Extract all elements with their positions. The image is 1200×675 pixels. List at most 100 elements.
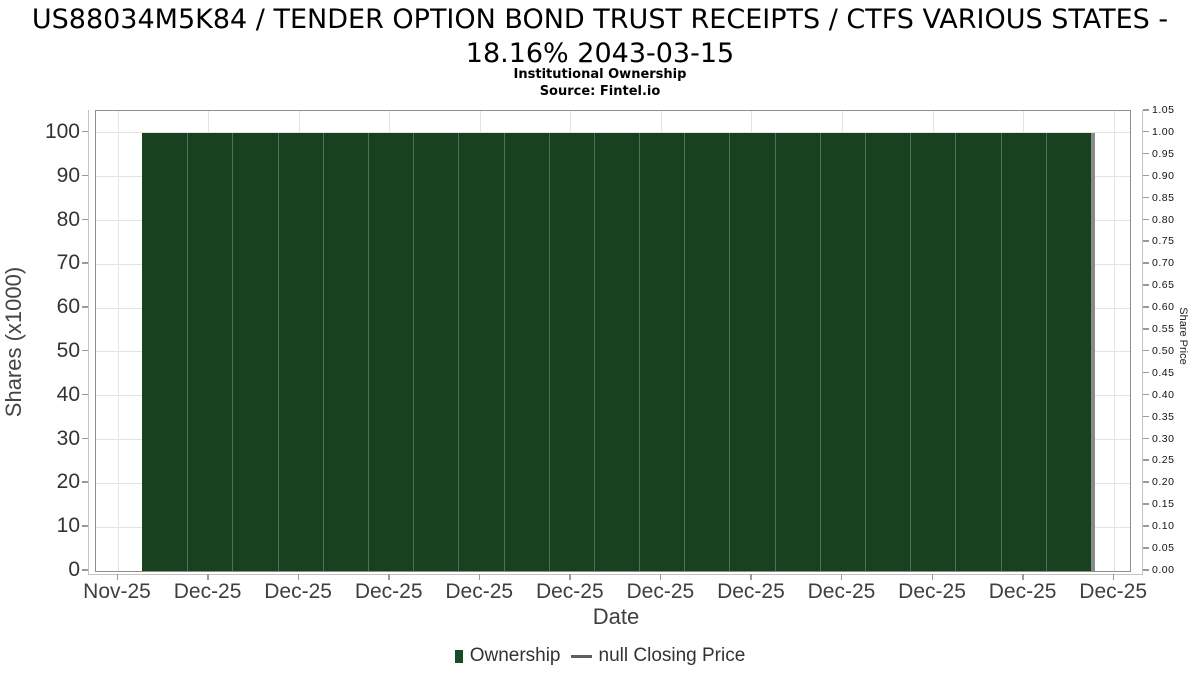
y-right-tick-mark xyxy=(1143,371,1149,374)
y-right-tick-label: 0.40 xyxy=(1152,388,1175,401)
y-left-tick-mark xyxy=(82,262,88,264)
x-tick-label: Dec-25 xyxy=(717,580,785,603)
plot-area xyxy=(95,110,1131,572)
x-tick-mark xyxy=(931,574,934,580)
y-right-tick-label: 0.55 xyxy=(1152,323,1175,336)
y-left-tick-mark xyxy=(82,174,88,177)
y-right-tick-mark xyxy=(1143,481,1149,483)
y-left-tick-mark xyxy=(82,437,88,440)
x-tick-label: Dec-25 xyxy=(445,580,514,603)
x-tick-mark xyxy=(116,574,119,580)
y-right-tick-mark xyxy=(1143,152,1149,155)
y-left-tick-label: 100 xyxy=(44,119,80,143)
y-right-tick-mark xyxy=(1143,525,1149,527)
bar-separator xyxy=(955,132,957,571)
y-right-tick-mark xyxy=(1143,547,1149,549)
y-right-tick-label: 0.65 xyxy=(1152,279,1175,292)
y-right-tick-label: 0.70 xyxy=(1152,257,1175,270)
x-tick-mark xyxy=(1112,574,1115,580)
bar-separator xyxy=(458,132,460,571)
bar-separator xyxy=(1045,132,1047,571)
y-left-tick-mark xyxy=(82,349,88,352)
legend-square-icon xyxy=(454,649,463,663)
bar-separator xyxy=(232,132,234,571)
y-right-tick-label: 0.45 xyxy=(1152,366,1175,379)
x-tick-mark xyxy=(207,574,209,580)
x-tick-mark xyxy=(1022,574,1024,580)
y-right-tick-label: 0.25 xyxy=(1152,454,1175,467)
bar-separator xyxy=(277,132,279,571)
y-right-tick-label: 0.80 xyxy=(1152,213,1175,226)
bar-separator xyxy=(684,132,686,571)
y-left-tick-mark xyxy=(82,130,88,133)
y-left-tick-label: 0 xyxy=(68,558,80,581)
x-tick-label: Dec-25 xyxy=(535,580,604,603)
y-left-tick-label: 50 xyxy=(56,338,80,362)
y-right-tick-label: 0.75 xyxy=(1152,235,1175,248)
x-tick-label: Dec-25 xyxy=(898,580,966,603)
y-right-tick-mark xyxy=(1143,306,1149,308)
y-left-tick-label: 90 xyxy=(56,163,80,187)
y-right-tick-label: 0.35 xyxy=(1152,410,1175,423)
x-tick-mark xyxy=(659,574,662,580)
y-right-tick-label: 0.20 xyxy=(1152,476,1175,489)
x-tick-label: Dec-25 xyxy=(807,580,876,603)
y-axis-left-spine xyxy=(88,110,89,574)
bar-separator xyxy=(819,132,821,571)
bar-separator xyxy=(729,132,731,571)
bar-separator xyxy=(413,132,415,571)
y-right-tick-label: 0.60 xyxy=(1152,301,1175,314)
legend-line-icon xyxy=(570,654,592,658)
y-right-tick-label: 0.15 xyxy=(1152,498,1175,511)
x-axis-title: Date xyxy=(592,604,640,629)
y-right-tick-mark xyxy=(1143,328,1149,330)
y-right-tick-label: 0.30 xyxy=(1152,432,1175,445)
y-left-tick-mark xyxy=(82,218,88,221)
bar-separator xyxy=(865,132,867,571)
legend-label: null Closing Price xyxy=(598,645,746,666)
y-right-tick-label: 0.90 xyxy=(1152,169,1175,182)
x-tick-mark xyxy=(297,574,300,580)
y-right-tick-label: 0.95 xyxy=(1152,147,1175,160)
chart-title-line2: 18.16% 2043-03-15 xyxy=(465,38,735,69)
bar-separator xyxy=(187,132,189,571)
legend-item-ownership: Ownership xyxy=(454,645,561,667)
x-tick-label: Dec-25 xyxy=(264,580,332,603)
x-tick-mark xyxy=(750,574,752,580)
y-left-tick-label: 60 xyxy=(56,295,80,319)
y-right-tick-label: 0.50 xyxy=(1152,344,1175,357)
y-left-tick-label: 70 xyxy=(56,251,80,275)
y-axis-right-spine xyxy=(1142,110,1143,574)
y-right-tick-mark xyxy=(1143,569,1149,571)
y-right-tick-mark xyxy=(1143,240,1149,242)
y-left-tick-mark xyxy=(82,306,88,308)
chart-subtitle: Institutional Ownership xyxy=(513,67,687,82)
y-left-tick-mark xyxy=(82,569,88,571)
bar-separator xyxy=(774,132,776,571)
x-tick-label: Dec-25 xyxy=(626,580,695,603)
plot-canvas xyxy=(96,111,1130,571)
y-right-tick-mark xyxy=(1143,349,1149,352)
bar-separator xyxy=(322,132,324,571)
y-right-tick-label: 0.85 xyxy=(1152,191,1175,204)
y-left-tick-label: 10 xyxy=(56,514,80,538)
y-left-tick-mark xyxy=(82,393,88,396)
y-right-tick-mark xyxy=(1143,218,1149,221)
y-left-tick-mark xyxy=(82,525,88,527)
y-left-tick-label: 80 xyxy=(56,207,80,231)
legend-label: Ownership xyxy=(469,645,561,666)
y-left-tick-label: 30 xyxy=(56,426,80,450)
legend: Ownership null Closing Price xyxy=(0,645,1200,667)
y-right-tick-mark xyxy=(1143,130,1149,133)
x-tick-label: Dec-25 xyxy=(1079,580,1147,603)
y-right-tick-label: 1.00 xyxy=(1152,125,1175,138)
y-right-tick-mark xyxy=(1143,109,1149,111)
y-left-tick-label: 20 xyxy=(56,470,80,494)
x-tick-label: Dec-25 xyxy=(354,580,423,603)
x-tick-label: Dec-25 xyxy=(988,580,1057,603)
x-axis-spine xyxy=(88,574,1143,575)
x-tick-mark xyxy=(840,574,843,580)
x-tick-mark xyxy=(388,574,390,580)
legend-item-null-closing-price: null Closing Price xyxy=(570,645,746,667)
y-right-tick-mark xyxy=(1143,196,1149,199)
